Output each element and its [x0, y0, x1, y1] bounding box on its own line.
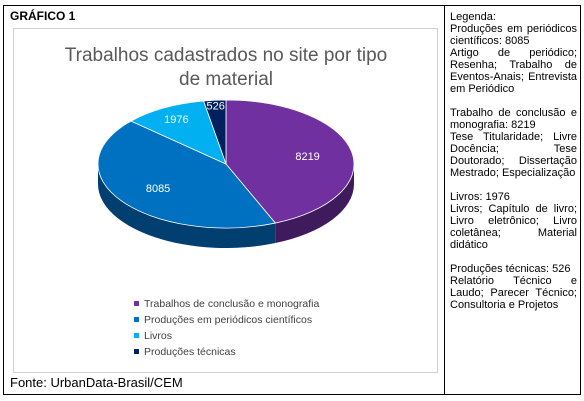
pie-slice-side-producoes-em-periodicos-cientificos — [98, 164, 276, 248]
pie-data-label-trabalhos-de-conclusao-e-monografia: 8219 — [295, 151, 319, 163]
pie-slice-producoes-tecnicas — [203, 99, 227, 165]
chart-title-line-1: Trabalhos cadastrados no site por tipo — [65, 45, 387, 66]
legend-block-head: Produções técnicas: 526 — [450, 263, 571, 275]
column-divider — [444, 6, 445, 394]
chart-title-line-2: de material — [179, 69, 273, 90]
legend-swatch-trabalhos-de-conclusao-e-monografia — [134, 301, 139, 306]
legend-swatch-producoes-tecnicas — [134, 349, 139, 354]
pie-slice-trabalhos-de-conclusao-e-monografia — [225, 99, 355, 224]
legend-panel: Legenda: Produções em periódicos científ… — [450, 11, 577, 323]
legend-swatch-producoes-em-periodicos-cientificos — [134, 317, 139, 322]
legend-swatch-livros — [134, 333, 139, 338]
pie-slice-side-trabalhos-de-conclusao-e-monografia — [275, 164, 354, 244]
legend-label-livros: Livros — [144, 330, 172, 342]
figure-frame: GRÁFICO 1 Trabalhos cadastrados no site … — [3, 5, 581, 395]
pie-slice-livros — [130, 100, 227, 165]
legend-block-conclusao: Trabalho de conclusão e monografia: 8219… — [450, 107, 577, 179]
legend-label-producoes-tecnicas: Produções técnicas — [144, 346, 236, 358]
chart-area: Trabalhos cadastrados no site por tipo d… — [13, 28, 438, 373]
legend-label-producoes-em-periodicos-cientificos: Produções em periódicos científicos — [144, 314, 312, 326]
source-note: Fonte: UrbanData-Brasil/CEM — [10, 375, 183, 390]
legend-panel-title: Legenda: — [450, 11, 496, 23]
legend-block-body: Tese Titularidade; Livre Docência; Tese … — [450, 131, 577, 179]
pie-chart: Trabalhos cadastrados no site por tipo d… — [65, 45, 387, 358]
legend-block-body: Relatório Técnico e Laudo; Parecer Técni… — [450, 275, 577, 311]
pie-data-label-livros: 1976 — [164, 114, 188, 126]
legend-block-body: Artigo de periódico; Resenha; Trabalho d… — [450, 47, 577, 95]
legend-block-periodicos: Produções em periódicos científicos: 808… — [450, 23, 577, 95]
legend-block-body: Livros; Capítulo de livro; Livro eletrôn… — [450, 203, 577, 251]
pie-slice-producoes-em-periodicos-cientificos — [97, 120, 277, 229]
figure-heading: GRÁFICO 1 — [10, 9, 76, 23]
pie-data-label-producoes-em-periodicos-cientificos: 8085 — [146, 183, 170, 195]
legend-block-livros: Livros: 1976 Livros; Capítulo de livro; … — [450, 191, 577, 251]
legend-label-trabalhos-de-conclusao-e-monografia: Trabalhos de conclusão e monografia — [144, 298, 319, 310]
legend-block-head: Trabalho de conclusão e monografia: 8219 — [450, 107, 577, 131]
pie-data-label-producoes-tecnicas: 526 — [206, 100, 224, 112]
legend-block-tecnicas: Produções técnicas: 526 Relatório Técnic… — [450, 263, 577, 311]
legend-block-head: Livros: 1976 — [450, 191, 510, 203]
legend-block-head: Produções em periódicos científicos: 808… — [450, 23, 577, 47]
